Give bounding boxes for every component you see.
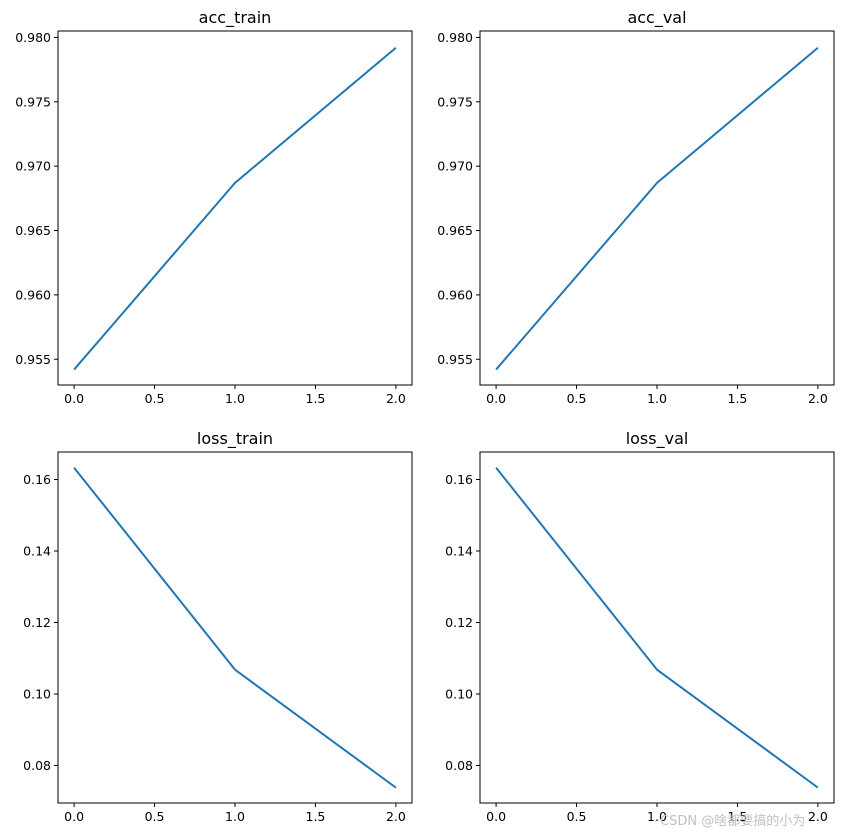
- x-tick-label: 2.0: [808, 809, 828, 824]
- y-tick-label: 0.980: [15, 30, 51, 45]
- y-tick-label: 0.975: [15, 94, 51, 109]
- y-tick-label: 0.12: [23, 615, 51, 630]
- chart-title: acc_train: [199, 8, 272, 28]
- chart-title: loss_val: [626, 429, 689, 449]
- x-tick-label: 1.0: [647, 809, 667, 824]
- x-tick-label: 2.0: [386, 391, 406, 406]
- x-tick-label: 0.5: [145, 809, 165, 824]
- subplot-acc-train: 0.0 0.5 1.0 1.5 2.0 0.955 0.960 0.965 0.970 0.975…: [15, 8, 413, 406]
- y-tick-label: 0.14: [445, 544, 473, 559]
- y-tick-label: 0.980: [437, 30, 473, 45]
- y-tick-label: 0.965: [15, 223, 51, 238]
- y-tick-label: 0.16: [23, 472, 51, 487]
- y-tick-label: 0.970: [15, 159, 51, 174]
- x-tick-label: 1.5: [306, 809, 326, 824]
- x-tick-label: 1.0: [647, 391, 667, 406]
- y-tick-label: 0.960: [15, 287, 51, 302]
- y-tick-label: 0.10: [445, 686, 473, 701]
- x-tick-label: 2.0: [386, 809, 406, 824]
- y-tick-label: 0.960: [437, 287, 473, 302]
- x-tick-label: 0.0: [64, 809, 84, 824]
- y-tick-label: 0.12: [445, 615, 473, 630]
- y-tick-label: 0.08: [445, 758, 473, 773]
- y-tick-label: 0.955: [15, 352, 51, 367]
- series-line: [495, 467, 819, 789]
- axes-frame: [479, 30, 835, 386]
- series-line: [73, 467, 397, 789]
- subplot-acc-val: 0.0 0.5 1.0 1.5 2.0 0.955 0.960 0.965 0.970 0.975…: [437, 8, 835, 406]
- y-tick-label: 0.975: [437, 94, 473, 109]
- y-tick-label: 0.10: [23, 686, 51, 701]
- x-tick-label: 1.5: [728, 809, 748, 824]
- y-tick-label: 0.08: [23, 758, 51, 773]
- chart-title: acc_val: [627, 8, 686, 28]
- series-line: [495, 46, 819, 371]
- axes-frame: [57, 451, 413, 804]
- x-tick-label: 0.5: [567, 809, 587, 824]
- x-tick-label: 1.0: [225, 809, 245, 824]
- x-tick-label: 0.0: [486, 809, 506, 824]
- x-tick-label: 1.0: [225, 391, 245, 406]
- x-tick-label: 1.5: [728, 391, 748, 406]
- y-tick-label: 0.16: [445, 472, 473, 487]
- subplot-loss-val: 0.0 0.5 1.0 1.5 2.0 0.08 0.10 0.12 0.14 0.16 loss_…: [445, 429, 835, 824]
- y-tick-label: 0.970: [437, 159, 473, 174]
- y-tick-label: 0.14: [23, 544, 51, 559]
- watermark-text: CSDN @啥都要搞的小为: [660, 814, 806, 829]
- axes-frame: [479, 451, 835, 804]
- x-tick-label: 0.0: [486, 391, 506, 406]
- x-tick-label: 2.0: [808, 391, 828, 406]
- x-tick-label: 0.0: [64, 391, 84, 406]
- x-tick-label: 0.5: [567, 391, 587, 406]
- chart-title: loss_train: [197, 429, 273, 449]
- series-line: [73, 46, 397, 371]
- y-tick-label: 0.955: [437, 352, 473, 367]
- axes-frame: [57, 30, 413, 386]
- x-tick-label: 0.5: [145, 391, 165, 406]
- y-tick-label: 0.965: [437, 223, 473, 238]
- subplot-loss-train: 0.0 0.5 1.0 1.5 2.0 0.08 0.10 0.12 0.14 0.16 loss_…: [23, 429, 413, 824]
- x-tick-label: 1.5: [306, 391, 326, 406]
